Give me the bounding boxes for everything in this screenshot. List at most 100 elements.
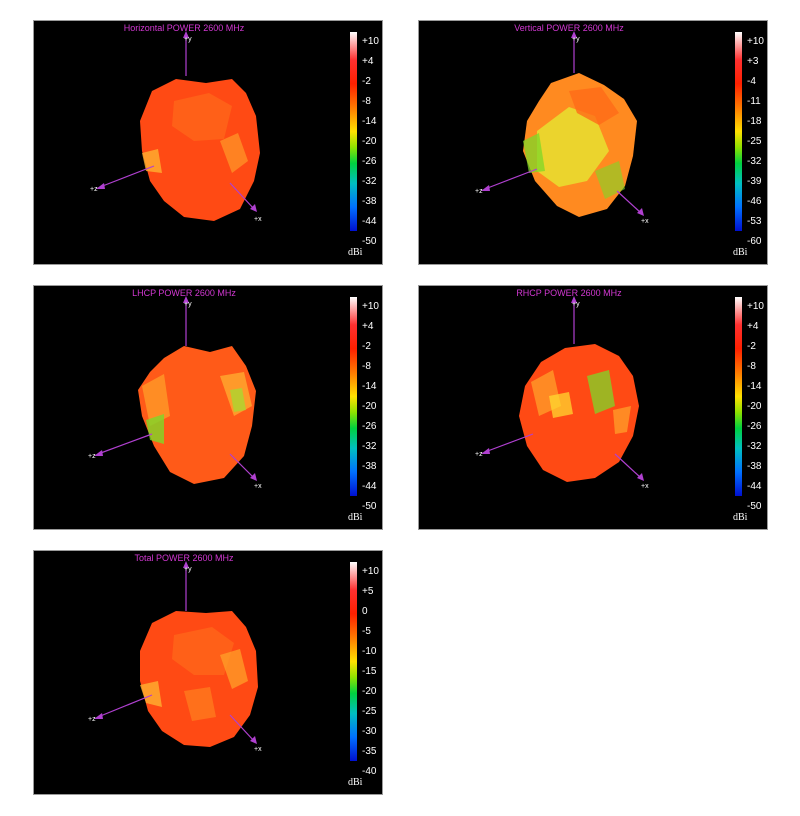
axis-lines (97, 300, 255, 479)
z-axis-label: +z (90, 186, 98, 193)
colorbar (350, 32, 357, 231)
colorbar-tick: -40 (362, 766, 377, 777)
colorbar-tick: -46 (747, 196, 762, 207)
colorbar-tick: -32 (747, 156, 762, 167)
colorbar-tick: -44 (747, 481, 762, 492)
x-axis-label: +x (254, 746, 262, 753)
colorbar-tick: -25 (747, 136, 762, 147)
radiation-plot: +y +z +x (90, 31, 262, 223)
chart-title: Horizontal POWER 2600 MHz (123, 23, 245, 33)
pattern-highlight (595, 161, 625, 199)
colorbar-tick: +4 (362, 321, 374, 332)
chart-title: RHCP POWER 2600 MHz (516, 288, 622, 298)
x-axis-label: +x (254, 216, 262, 223)
colorbar-tick: -14 (362, 116, 377, 127)
pattern-highlight (220, 649, 248, 689)
colorbar-tick: +10 (362, 566, 379, 577)
colorbar-tick: -53 (747, 216, 762, 227)
z-axis-label: +z (475, 451, 483, 458)
colorbar-tick: -18 (747, 116, 762, 127)
chart-panel-lhcp: LHCP POWER 2600 MHz +y +z +x +10 +4 -2 -… (33, 285, 383, 530)
chart-title: Total POWER 2600 MHz (134, 553, 234, 563)
colorbar (350, 297, 357, 496)
chart-title: LHCP POWER 2600 MHz (132, 288, 236, 298)
pattern-highlight (142, 374, 170, 426)
z-axis-label: +z (475, 188, 483, 195)
axis-lines (97, 565, 255, 742)
colorbar-tick: +5 (362, 586, 374, 597)
x-axis-label: +x (641, 218, 649, 225)
colorbar-tick: -30 (362, 726, 377, 737)
chart-panel-vertical: Vertical POWER 2600 MHz +y +z +x +10 +3 … (418, 20, 768, 265)
x-axis-label: +x (254, 483, 262, 490)
colorbar-tick: -39 (747, 176, 762, 187)
colorbar-tick: -38 (362, 196, 377, 207)
colorbar-tick: -15 (362, 666, 377, 677)
colorbar-tick: -2 (747, 341, 756, 352)
colorbar-tick: -14 (362, 381, 377, 392)
colorbar-unit: dBi (733, 512, 748, 523)
colorbar-tick: -32 (362, 441, 377, 452)
pattern-highlight (587, 370, 615, 414)
colorbar-tick: +10 (362, 36, 379, 47)
radiation-plot: +y +z +x (88, 561, 262, 753)
colorbar-tick: -20 (362, 136, 377, 147)
z-axis-label: +z (88, 453, 96, 460)
colorbar-tick: +10 (362, 301, 379, 312)
colorbar-tick: -4 (747, 76, 756, 87)
colorbar-tick: -20 (362, 401, 377, 412)
colorbar-tick: -32 (362, 176, 377, 187)
colorbar-tick: -38 (362, 461, 377, 472)
colorbar-tick: -38 (747, 461, 762, 472)
colorbar-unit: dBi (348, 512, 363, 523)
axis-lines (99, 35, 255, 210)
axis-arrows (94, 561, 257, 744)
pattern-highlight (172, 93, 232, 141)
colorbar-tick: -26 (362, 156, 377, 167)
colorbar-tick: -25 (362, 706, 377, 717)
colorbar-unit: dBi (733, 247, 748, 258)
y-axis-label: +y (572, 301, 580, 308)
colorbar-tick: -32 (747, 441, 762, 452)
colorbar-tick: -20 (747, 401, 762, 412)
colorbar (350, 562, 357, 761)
colorbar-tick: -5 (362, 626, 371, 637)
colorbar-tick: +10 (747, 36, 764, 47)
axis-arrows (94, 296, 257, 481)
chart-panel-rhcp: RHCP POWER 2600 MHz +y +z +x +10 +4 -2 -… (418, 285, 768, 530)
colorbar (735, 32, 742, 231)
colorbar-tick: -44 (362, 481, 377, 492)
colorbar-tick: 0 (362, 606, 368, 617)
colorbar-unit: dBi (348, 777, 363, 788)
colorbar-tick: +4 (362, 56, 374, 67)
colorbar-tick: -50 (747, 501, 762, 512)
colorbar-tick: -50 (362, 236, 377, 247)
axis-lines (484, 35, 642, 214)
y-axis-label: +y (184, 36, 192, 43)
axis-arrows (481, 31, 644, 216)
colorbar-tick: -60 (747, 236, 762, 247)
chart-panel-horizontal: Horizontal POWER 2600 MHz +y +z +x +10 +… (33, 20, 383, 265)
pattern-highlight (549, 392, 573, 418)
radiation-plot: +y +z +x (88, 296, 262, 490)
colorbar-tick: -8 (362, 361, 371, 372)
radiation-pattern-surface (140, 79, 260, 221)
y-axis-label: +y (572, 36, 580, 43)
radiation-plot: +y +z +x (475, 31, 649, 225)
axis-lines (484, 300, 642, 479)
pattern-highlight (230, 388, 246, 412)
colorbar-tick: -26 (747, 421, 762, 432)
axis-arrows (96, 31, 257, 212)
z-axis-label: +z (88, 716, 96, 723)
colorbar-tick: -20 (362, 686, 377, 697)
pattern-highlight (140, 681, 162, 707)
colorbar-unit: dBi (348, 247, 363, 258)
colorbar-tick: -2 (362, 341, 371, 352)
colorbar-tick: -8 (747, 361, 756, 372)
colorbar-tick: -50 (362, 501, 377, 512)
pattern-highlight (613, 406, 631, 434)
colorbar (735, 297, 742, 496)
y-axis-label: +y (184, 566, 192, 573)
pattern-highlight (146, 414, 164, 444)
chart-panel-total: Total POWER 2600 MHz +y +z +x +10 +5 0 -… (33, 550, 383, 795)
